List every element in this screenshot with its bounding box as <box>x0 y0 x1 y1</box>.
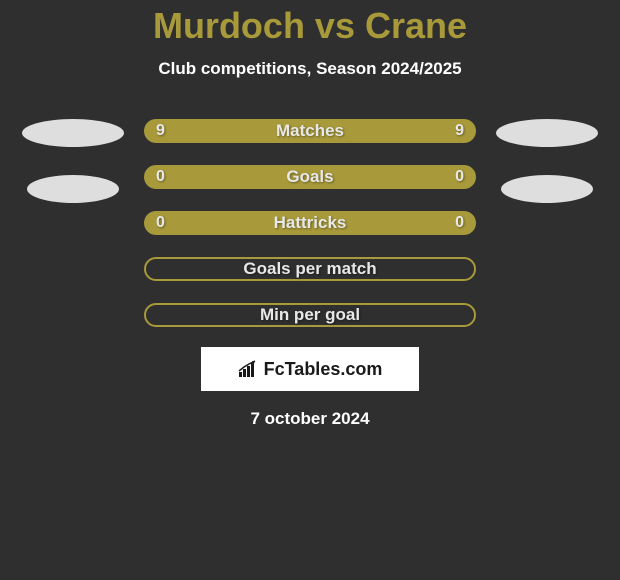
logo-label: FcTables.com <box>264 359 383 380</box>
logo-text: FcTables.com <box>238 359 383 380</box>
stat-right-value: 0 <box>455 214 464 232</box>
stat-label: Goals <box>286 167 333 187</box>
stat-left-value: 0 <box>156 168 165 186</box>
player-ellipse <box>27 175 119 203</box>
stat-right-value: 0 <box>455 168 464 186</box>
player-ellipse <box>501 175 593 203</box>
stat-left-value: 0 <box>156 214 165 232</box>
stat-bar-goals-per-match: Goals per match <box>144 257 476 281</box>
stat-label: Goals per match <box>243 259 376 279</box>
stat-bar-goals: 0 Goals 0 <box>144 165 476 189</box>
player-ellipse <box>496 119 598 147</box>
stat-label: Matches <box>276 121 344 141</box>
bar-chart-icon <box>238 360 260 378</box>
stats-area: 9 Matches 9 0 Goals 0 0 Hattricks 0 Goal… <box>0 119 620 327</box>
right-player-marks <box>496 119 598 203</box>
stat-bar-min-per-goal: Min per goal <box>144 303 476 327</box>
stat-bar-hattricks: 0 Hattricks 0 <box>144 211 476 235</box>
stat-right-value: 9 <box>455 122 464 140</box>
subtitle: Club competitions, Season 2024/2025 <box>0 59 620 79</box>
stat-left-value: 9 <box>156 122 165 140</box>
stat-bar-matches: 9 Matches 9 <box>144 119 476 143</box>
source-logo[interactable]: FcTables.com <box>201 347 419 391</box>
player-ellipse <box>22 119 124 147</box>
date-label: 7 october 2024 <box>0 409 620 429</box>
stat-bars: 9 Matches 9 0 Goals 0 0 Hattricks 0 Goal… <box>144 119 476 327</box>
stat-label: Min per goal <box>260 305 360 325</box>
comparison-widget: Murdoch vs Crane Club competitions, Seas… <box>0 0 620 429</box>
page-title: Murdoch vs Crane <box>0 5 620 47</box>
left-player-marks <box>22 119 124 203</box>
stat-label: Hattricks <box>274 213 347 233</box>
